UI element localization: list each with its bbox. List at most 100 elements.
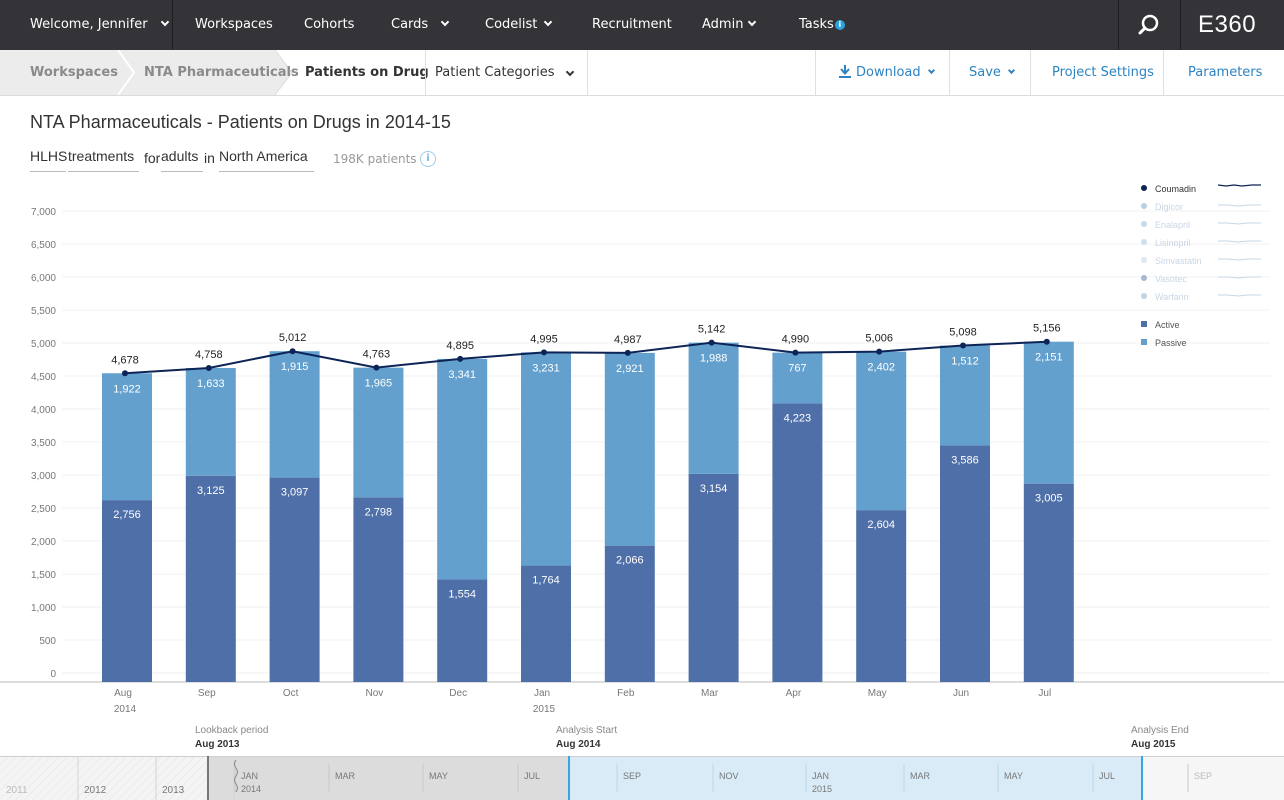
bar-active[interactable] <box>185 475 236 682</box>
bar-active[interactable] <box>688 473 739 682</box>
timeline-month-label: JAN <box>241 771 258 781</box>
legend-item-vasotec[interactable]: Vasotec <box>1141 274 1261 284</box>
coumadin-point[interactable] <box>289 348 296 355</box>
coumadin-point[interactable] <box>708 339 715 346</box>
legend-label: Warfarin <box>1155 292 1189 302</box>
coumadin-point[interactable] <box>1043 338 1050 345</box>
bar-active[interactable] <box>102 500 152 682</box>
bar-passive[interactable] <box>1023 341 1074 484</box>
bar-passive[interactable] <box>688 342 739 474</box>
bar-passive[interactable] <box>604 352 655 546</box>
bar-passive[interactable] <box>772 352 823 404</box>
project-settings-button[interactable]: Project Settings <box>1052 65 1154 80</box>
coumadin-point[interactable] <box>541 349 547 356</box>
legend-item-coumadin[interactable]: Coumadin <box>1141 184 1261 194</box>
coumadin-point-label: 4,987 <box>614 334 642 346</box>
legend-item-warfarin[interactable]: Warfarin <box>1141 292 1261 302</box>
bar-active[interactable] <box>856 510 907 682</box>
brand-logo[interactable]: E360 <box>1198 11 1257 38</box>
analysis-end-label: Analysis End <box>1131 725 1189 736</box>
coumadin-line: 4,678 4,758 5,012 4,763 4,895 4,995 4,987 5,142… <box>111 323 1061 377</box>
parameters-button[interactable]: Parameters <box>1188 65 1263 80</box>
nav-admin[interactable]: Admin <box>702 0 757 50</box>
chart-legend: Coumadin Digicor Enalapril Lisinopril Simvas… <box>1141 184 1261 348</box>
download-button[interactable]: Download <box>838 50 935 95</box>
condition-filter[interactable]: HLHS <box>30 148 67 172</box>
bar-active[interactable] <box>772 403 823 682</box>
nav-workspaces[interactable]: Workspaces <box>195 17 273 32</box>
coumadin-point-label: 4,763 <box>363 349 391 361</box>
nav-cards[interactable]: Cards <box>391 0 450 50</box>
nav-divider <box>1180 0 1181 50</box>
timeline-lookback-range[interactable] <box>208 756 569 800</box>
legend-item-active[interactable]: Active <box>1141 320 1180 330</box>
bar-passive[interactable] <box>437 358 488 580</box>
divider <box>815 50 816 95</box>
coumadin-point[interactable] <box>205 364 212 371</box>
bar-active[interactable] <box>353 497 404 682</box>
coumadin-point[interactable] <box>624 349 631 356</box>
population-filter[interactable]: adults <box>161 148 203 172</box>
search-icon <box>1138 14 1159 35</box>
nav-tasks[interactable]: Tasks i <box>799 0 845 50</box>
coumadin-point[interactable] <box>122 370 128 377</box>
timeline-month-year: 2014 <box>241 784 261 794</box>
bar-active[interactable] <box>1023 483 1074 682</box>
bar-passive-label: 1,988 <box>700 353 728 365</box>
nav-recruitment[interactable]: Recruitment <box>592 17 672 32</box>
timeline-analysis-range[interactable] <box>569 756 1142 800</box>
nav-cohorts[interactable]: Cohorts <box>304 17 355 32</box>
timeline-navigator[interactable]: 2011 2012 2013 JAN MAR MAY JUL SEP NOV JAN MAR MAY J… <box>0 756 1284 800</box>
coumadin-point[interactable] <box>792 349 799 356</box>
breadcrumb-workspaces[interactable]: Workspaces <box>30 65 118 80</box>
bar-passive[interactable] <box>353 367 404 498</box>
bar-passive[interactable] <box>856 351 907 511</box>
treatment-filter[interactable]: treatments <box>68 148 139 172</box>
bar-passive-label: 1,915 <box>281 361 309 373</box>
save-button[interactable]: Save <box>969 50 1015 95</box>
info-icon[interactable]: i <box>420 151 436 167</box>
bar-active[interactable] <box>269 477 320 682</box>
coumadin-point[interactable] <box>876 348 883 355</box>
timeline-month-label: SEP <box>1194 771 1212 781</box>
tasks-badge: i <box>834 20 845 30</box>
breadcrumb-nta-pharmaceuticals[interactable]: NTA Pharmaceuticals <box>144 65 299 80</box>
x-tick-label: May <box>868 688 887 699</box>
legend-item-simvastatin[interactable]: Simvastatin <box>1141 256 1261 266</box>
coumadin-point-label: 5,142 <box>698 324 726 336</box>
top-navigation: Welcome, Jennifer Workspaces Cohorts Car… <box>0 0 1284 50</box>
bar-active[interactable] <box>437 579 488 682</box>
legend-sparkline <box>1218 204 1261 207</box>
legend-item-lisinopril[interactable]: Lisinopril <box>1141 238 1261 248</box>
patient-categories-select[interactable]: Patient Categories <box>435 50 585 95</box>
coumadin-point[interactable] <box>373 364 380 371</box>
bar-active[interactable] <box>940 445 990 682</box>
bar-active[interactable] <box>604 545 655 682</box>
x-tick-label: Dec <box>449 688 467 699</box>
bar-passive-label: 2,921 <box>616 363 644 375</box>
bar-passive[interactable] <box>269 351 320 478</box>
search-button[interactable] <box>1118 0 1180 50</box>
bar-passive[interactable] <box>940 345 990 446</box>
nav-cards-label: Cards <box>391 17 429 32</box>
bar-passive[interactable] <box>102 373 152 501</box>
x-tick-label: Aug <box>114 688 132 699</box>
bar-passive[interactable] <box>521 352 571 566</box>
timeline-year-label: 2012 <box>84 785 107 796</box>
user-menu[interactable]: Welcome, Jennifer <box>30 0 169 50</box>
coumadin-point-label: 4,995 <box>530 333 558 345</box>
coumadin-point[interactable] <box>960 342 966 349</box>
region-filter[interactable]: North America <box>219 148 314 172</box>
coumadin-point[interactable] <box>457 355 464 362</box>
legend-item-passive[interactable]: Passive <box>1141 338 1187 348</box>
bar-active-label: 2,798 <box>365 506 393 518</box>
bar-active[interactable] <box>521 565 571 682</box>
legend-item-enalapril[interactable]: Enalapril <box>1141 220 1261 230</box>
legend-item-digicor[interactable]: Digicor <box>1141 202 1261 212</box>
nav-codelist[interactable]: Codelist <box>485 0 553 50</box>
x-year-label: 2014 <box>114 704 137 715</box>
timeline-year-label: 2013 <box>162 785 185 796</box>
y-axis: 0 500 1,000 1,500 2,000 2,500 3,000 3,500 4,000 4… <box>31 207 56 680</box>
bar-passive[interactable] <box>185 367 236 476</box>
y-tick-label: 1,000 <box>31 603 56 614</box>
